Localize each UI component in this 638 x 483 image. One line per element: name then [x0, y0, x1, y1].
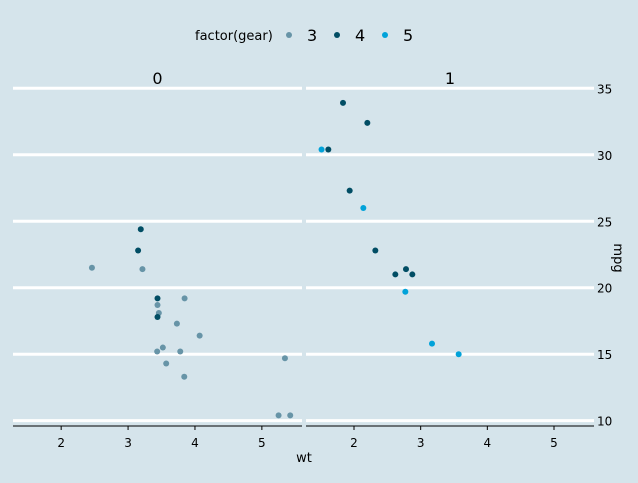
legend-key-gear-5 — [382, 32, 388, 38]
point-gear-3 — [181, 373, 188, 380]
point-gear-5 — [402, 288, 409, 295]
legend-label-gear-5: 5 — [403, 26, 413, 45]
point-gear-4 — [392, 271, 399, 278]
point-gear-3 — [281, 355, 288, 362]
y-axis-title: mpg — [610, 243, 625, 272]
point-gear-4 — [346, 187, 353, 194]
x-tick-label: 3 — [417, 436, 425, 450]
legend: factor(gear) 3 4 5 — [195, 26, 413, 45]
point-gear-3 — [287, 412, 294, 419]
point-gear-4 — [364, 119, 371, 126]
point-gear-5 — [455, 351, 462, 358]
x-tick-label: 5 — [550, 436, 558, 450]
panel-1: 1 — [306, 69, 594, 423]
y-axis: 10 15 20 25 30 35 — [597, 82, 612, 428]
point-gear-3 — [139, 266, 146, 273]
legend-title: factor(gear) — [195, 29, 273, 44]
y-tick-label: 20 — [597, 282, 612, 296]
point-gear-4 — [137, 226, 144, 233]
point-gear-3 — [173, 320, 180, 327]
point-gear-3 — [154, 348, 161, 355]
x-axis-title: wt — [296, 451, 312, 466]
point-gear-4 — [154, 295, 161, 302]
point-gear-4 — [135, 247, 142, 254]
point-gear-4 — [325, 146, 332, 153]
y-tick-label: 25 — [597, 215, 612, 229]
point-gear-3 — [154, 302, 161, 309]
point-gear-3 — [181, 295, 188, 302]
point-gear-5 — [318, 146, 325, 153]
point-gear-3 — [275, 412, 282, 419]
point-gear-4 — [340, 99, 346, 106]
y-tick-label: 35 — [597, 82, 612, 96]
legend-key-gear-4 — [334, 32, 340, 38]
x-tick-label: 4 — [484, 436, 492, 450]
point-gear-4 — [372, 247, 379, 254]
y-tick-label: 15 — [597, 348, 612, 362]
point-gear-5 — [360, 204, 367, 211]
x-tick-label: 3 — [124, 436, 132, 450]
x-tick-label: 5 — [258, 436, 266, 450]
legend-label-gear-3: 3 — [307, 26, 317, 45]
y-tick-label: 30 — [597, 149, 612, 163]
x-tick-label: 2 — [57, 436, 65, 450]
x-axis: 2 3 4 5 2 3 4 5 — [13, 425, 594, 450]
point-gear-3 — [163, 360, 170, 367]
point-gear-5 — [429, 340, 435, 347]
point-gear-4 — [409, 271, 416, 278]
x-tick-label: 4 — [191, 436, 199, 450]
point-gear-4 — [403, 266, 409, 273]
x-tick-label: 2 — [350, 436, 358, 450]
facet-label-1: 1 — [445, 69, 455, 88]
legend-label-gear-4: 4 — [355, 26, 365, 45]
facet-label-0: 0 — [152, 69, 162, 88]
legend-key-gear-3 — [286, 32, 292, 38]
y-tick-label: 10 — [597, 415, 612, 429]
point-gear-3 — [159, 344, 166, 351]
point-gear-3 — [196, 332, 203, 339]
point-gear-4 — [154, 313, 161, 320]
panel-0: 0 — [13, 69, 302, 423]
point-gear-3 — [88, 264, 95, 271]
point-gear-3 — [177, 348, 184, 355]
